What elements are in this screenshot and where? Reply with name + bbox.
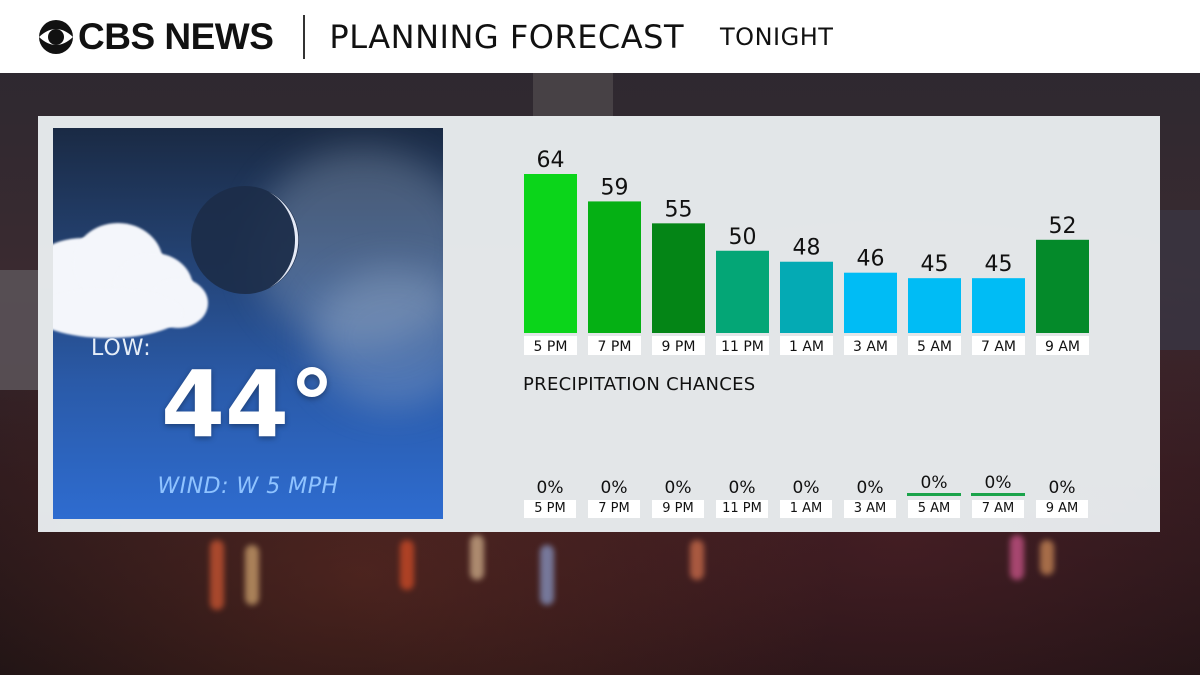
precip-value: 0% <box>536 478 564 498</box>
time-label-bg <box>652 336 705 355</box>
low-label: LOW: <box>91 336 152 361</box>
time-label-bg <box>524 336 577 355</box>
time-label: 9 PM <box>662 339 696 355</box>
time-label: 9 AM <box>1045 339 1080 355</box>
background-tower <box>533 73 613 118</box>
precip-value: 0% <box>728 478 756 498</box>
time-label-bg <box>588 336 641 355</box>
reflection-light <box>1040 540 1054 575</box>
time-label-bg <box>1036 336 1089 355</box>
temperature-bar <box>716 250 769 333</box>
low-temperature-value: 44° <box>160 351 336 458</box>
temperature-label: 46 <box>857 247 885 272</box>
time-label: 5 PM <box>534 339 568 355</box>
precip-value: 0% <box>920 473 948 493</box>
background-building-right <box>1160 210 1200 350</box>
fog-overlay <box>313 268 443 408</box>
header-divider <box>303 14 306 59</box>
precip-time: 7 PM <box>588 500 640 518</box>
precip-value: 0% <box>664 478 692 498</box>
time-label: 7 AM <box>981 339 1016 355</box>
temperature-bar <box>780 261 833 333</box>
temperature-bar <box>908 278 961 333</box>
reflection-light <box>210 540 224 610</box>
precip-time: 1 AM <box>780 500 832 518</box>
time-label-bg <box>908 336 961 355</box>
time-label: 11 PM <box>721 339 764 355</box>
precip-time: 9 PM <box>652 500 704 518</box>
precip-time: 5 AM <box>908 500 960 518</box>
precip-value: 0% <box>984 473 1012 493</box>
background-boat-left <box>0 270 40 390</box>
temperature-bar <box>844 272 897 333</box>
reflection-light <box>690 540 704 580</box>
page-subtitle: TONIGHT <box>720 22 834 51</box>
temperature-label: 45 <box>921 252 949 277</box>
header-bar: CBS NEWS PLANNING FORECAST TONIGHT <box>0 0 1200 73</box>
temperature-bar <box>652 223 705 333</box>
precip-time: 9 AM <box>1036 500 1088 518</box>
time-label: 5 AM <box>917 339 952 355</box>
precip-time: 5 PM <box>524 500 576 518</box>
temperature-bar <box>588 201 641 333</box>
temperature-label: 48 <box>793 236 821 261</box>
forecast-panel: LOW: 44° WIND: W 5 MPH 64 5 PM 59 7 PM 55 9 P… <box>38 116 1160 532</box>
reflection-light <box>245 545 259 605</box>
temperature-bar <box>524 174 577 333</box>
temperature-bar <box>972 278 1025 333</box>
time-label: 1 AM <box>789 339 824 355</box>
reflection-light <box>470 535 484 580</box>
precip-value: 0% <box>600 478 628 498</box>
temperature-label: 45 <box>985 252 1013 277</box>
precip-value: 0% <box>1048 478 1076 498</box>
time-label-bg <box>780 336 833 355</box>
precip-indicator-line <box>907 493 961 496</box>
temperature-label: 64 <box>537 148 565 173</box>
temperature-label: 59 <box>601 175 629 200</box>
temperature-label: 50 <box>729 225 757 250</box>
time-label: 7 PM <box>598 339 632 355</box>
low-temperature-card: LOW: 44° WIND: W 5 MPH <box>53 128 443 519</box>
page-title: PLANNING FORECAST <box>329 17 685 56</box>
precip-indicator-line <box>971 493 1025 496</box>
wind-info: WIND: W 5 MPH <box>157 474 339 499</box>
precip-value: 0% <box>856 478 884 498</box>
hourly-temperature-chart: 64 5 PM 59 7 PM 55 9 PM 50 11 PM 48 1 AM 46 3 AM 45 5… <box>524 148 1089 355</box>
temperature-label: 52 <box>1049 214 1077 239</box>
reflection-light <box>400 540 414 590</box>
reflection-light <box>540 545 554 605</box>
precipitation-title: PRECIPITATION CHANCES <box>523 374 756 395</box>
time-label-bg <box>972 336 1025 355</box>
time-label-bg <box>844 336 897 355</box>
cbs-eye-icon <box>39 19 73 54</box>
temperature-bar <box>1036 239 1089 333</box>
precip-time: 3 AM <box>844 500 896 518</box>
time-label: 3 AM <box>853 339 888 355</box>
logo-text: CBS NEWS <box>78 15 274 57</box>
time-label-bg <box>716 336 769 355</box>
cbs-news-logo: CBS NEWS <box>38 15 274 58</box>
moon-icon <box>191 186 299 294</box>
precip-value: 0% <box>792 478 820 498</box>
temperature-label: 55 <box>665 197 693 222</box>
reflection-light <box>1010 535 1024 580</box>
precip-time: 11 PM <box>716 500 768 518</box>
precip-time: 7 AM <box>972 500 1024 518</box>
